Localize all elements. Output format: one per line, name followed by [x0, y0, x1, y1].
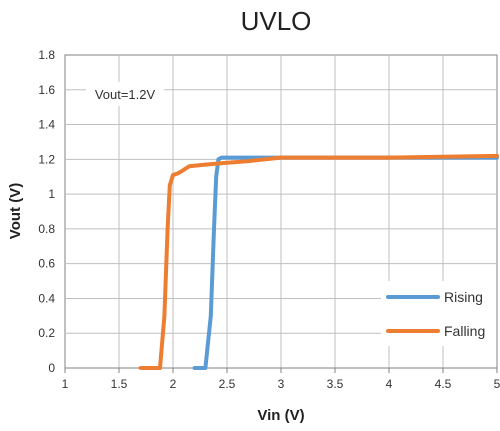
x-tick-label: 2: [170, 377, 177, 391]
y-tick-label: 1.6: [38, 83, 55, 97]
x-tick-label: 5: [494, 377, 500, 391]
y-tick-label: 1.2: [38, 152, 55, 166]
legend-box: [381, 281, 496, 346]
chart-title: UVLO: [241, 6, 312, 36]
series-line-falling: [138, 153, 499, 370]
x-axis-label: Vin (V): [257, 407, 304, 424]
y-tick-label: 0: [48, 361, 55, 375]
y-tick-label: 0.8: [38, 222, 55, 236]
x-tick-label: 2.5: [219, 377, 236, 391]
series-layer: [138, 153, 499, 370]
annotation-box: [86, 82, 164, 106]
x-tick-label: 3: [278, 377, 285, 391]
x-tick-label: 4.5: [435, 377, 452, 391]
y-tick-label: 0.6: [38, 257, 55, 271]
axes: 1 1.5 2 2.5 3 3.5 4 4.5 5 0 0.2 0.4 0.6 0.8 1 1.2 1.4 1.6…: [38, 48, 500, 391]
x-tick-label: 1.5: [111, 377, 128, 391]
legend: Rising Falling: [381, 281, 496, 346]
x-tick-label: 1: [62, 377, 69, 391]
x-tick-label: 3.5: [327, 377, 344, 391]
vout-annotation: Vout=1.2V: [95, 87, 156, 102]
y-axis-label: Vout (V): [7, 183, 24, 239]
y-tick-label: 1.8: [38, 48, 55, 62]
x-tick-label: 4: [386, 377, 393, 391]
legend-label-falling: Falling: [444, 323, 485, 339]
y-tick-label: 0.4: [38, 291, 55, 305]
legend-label-rising: Rising: [444, 289, 483, 305]
y-tick-label: 1.4: [38, 118, 55, 132]
y-tick-label: 0.2: [38, 326, 55, 340]
y-tick-label: 1: [48, 187, 55, 201]
